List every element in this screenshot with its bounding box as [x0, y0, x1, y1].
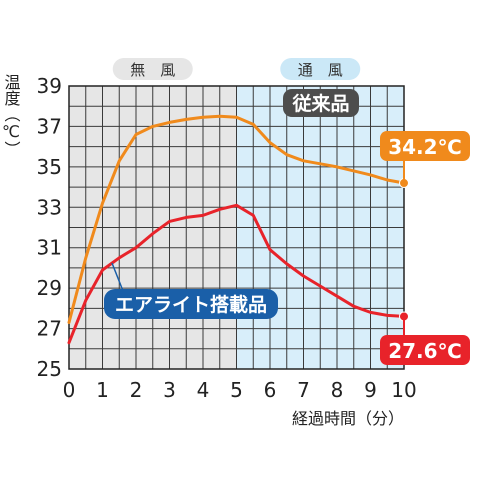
- zone-1-label: 通 風: [298, 61, 343, 79]
- y-tick-label: 29: [37, 276, 62, 300]
- x-tick-label: 6: [264, 378, 277, 402]
- series-0-end-label-bg: [380, 131, 470, 161]
- x-tick-label: 10: [391, 378, 416, 402]
- x-tick-label: 4: [197, 378, 210, 402]
- y-axis-label: 温度（℃）: [1, 74, 20, 157]
- y-tick-label: 27: [37, 317, 62, 341]
- x-axis-label: 経過時間（分）: [292, 409, 404, 428]
- series-1-name-badge-bg: [104, 289, 278, 319]
- series-0-name-badge-bg: [283, 89, 359, 117]
- zone-0-label: 無 風: [130, 61, 175, 79]
- y-tick-label: 25: [37, 357, 62, 381]
- x-tick-label: 0: [63, 378, 76, 402]
- grid-layer: [68, 85, 405, 370]
- plot-border: [68, 85, 405, 370]
- y-tick-label: 33: [37, 195, 62, 219]
- series-1-end-label: 27.6℃: [388, 339, 462, 363]
- series-1-name-badge: エアライト搭載品: [115, 293, 267, 316]
- x-tick-label: 9: [364, 378, 377, 402]
- y-tick-label: 35: [37, 155, 62, 179]
- y-tick-label: 37: [37, 114, 62, 138]
- y-tick-label: 31: [37, 236, 62, 260]
- ticks-layer: 0 1 2 3 4 5 6 7 8 9 10 25 27 29 31 33 35 37 39: [37, 74, 417, 402]
- x-tick-label: 3: [163, 378, 176, 402]
- series-0-name-badge: 従来品: [291, 92, 349, 115]
- series-1-line: [67, 203, 406, 345]
- series-0-line: [67, 114, 406, 324]
- x-tick-label: 2: [130, 378, 143, 402]
- x-tick-label: 8: [331, 378, 344, 402]
- x-tick-label: 1: [96, 378, 109, 402]
- x-tick-label: 7: [297, 378, 310, 402]
- series-0-end-label: 34.2℃: [388, 135, 462, 159]
- x-tick-label: 5: [230, 378, 243, 402]
- y-tick-label: 39: [37, 74, 62, 98]
- series-1-end-label-bg: [380, 335, 470, 365]
- zone-0-label-bg: [112, 58, 193, 80]
- zone-1-label-bg: [280, 58, 361, 80]
